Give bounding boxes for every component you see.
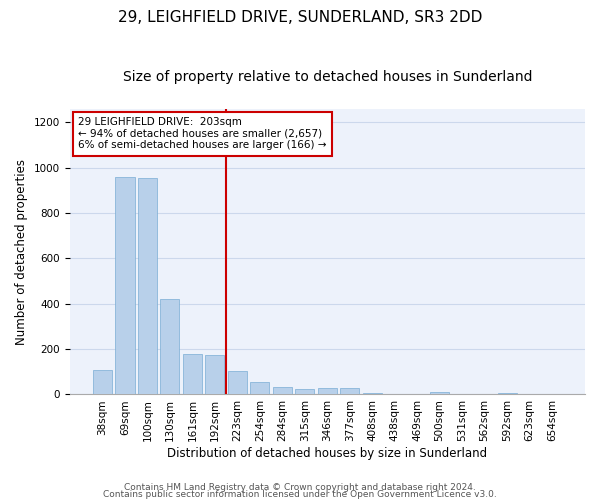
Bar bbox=[228, 370, 247, 394]
Text: Contains HM Land Registry data © Crown copyright and database right 2024.: Contains HM Land Registry data © Crown c… bbox=[124, 484, 476, 492]
Bar bbox=[183, 354, 202, 395]
Text: 29 LEIGHFIELD DRIVE:  203sqm
← 94% of detached houses are smaller (2,657)
6% of : 29 LEIGHFIELD DRIVE: 203sqm ← 94% of det… bbox=[78, 117, 326, 150]
Bar bbox=[273, 386, 292, 394]
Bar bbox=[205, 355, 224, 395]
X-axis label: Distribution of detached houses by size in Sunderland: Distribution of detached houses by size … bbox=[167, 447, 487, 460]
Bar bbox=[340, 388, 359, 394]
Bar bbox=[318, 388, 337, 394]
Bar bbox=[115, 177, 134, 394]
Bar bbox=[138, 178, 157, 394]
Text: 29, LEIGHFIELD DRIVE, SUNDERLAND, SR3 2DD: 29, LEIGHFIELD DRIVE, SUNDERLAND, SR3 2D… bbox=[118, 10, 482, 25]
Y-axis label: Number of detached properties: Number of detached properties bbox=[15, 158, 28, 344]
Bar bbox=[160, 299, 179, 394]
Bar bbox=[93, 370, 112, 394]
Title: Size of property relative to detached houses in Sunderland: Size of property relative to detached ho… bbox=[122, 70, 532, 84]
Bar bbox=[250, 382, 269, 394]
Text: Contains public sector information licensed under the Open Government Licence v3: Contains public sector information licen… bbox=[103, 490, 497, 499]
Bar bbox=[430, 392, 449, 394]
Bar bbox=[295, 389, 314, 394]
